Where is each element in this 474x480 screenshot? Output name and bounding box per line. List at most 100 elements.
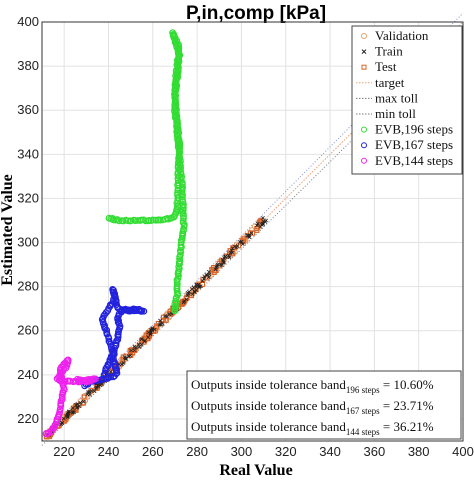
test-point	[81, 394, 87, 400]
evb-196-point	[180, 223, 188, 230]
legend-label: min toll	[375, 106, 416, 121]
evb-167-point	[100, 371, 108, 379]
evb-196-point	[179, 204, 187, 212]
train-point	[221, 259, 226, 263]
train-point	[72, 410, 76, 415]
legend-marker	[361, 33, 367, 39]
evb-196-point	[131, 217, 139, 224]
train-point	[150, 327, 155, 331]
train-point	[81, 399, 86, 404]
train-point	[227, 253, 231, 258]
train-point	[192, 289, 197, 294]
evb-196-point	[171, 307, 179, 315]
tolerance-stat-line: Outputs inside tolerance band144 steps =…	[191, 419, 434, 437]
y-tick-label: 240	[17, 367, 39, 382]
legend-marker	[361, 49, 367, 54]
test-point	[209, 266, 215, 273]
test-point	[179, 301, 185, 307]
evb-196-point	[177, 162, 184, 170]
legend-marker	[361, 157, 367, 164]
train-point	[207, 272, 212, 277]
train-point	[200, 279, 205, 283]
evb-196-point	[180, 214, 187, 222]
y-tick-label: 220	[17, 411, 39, 426]
legend-label: EVB,196 steps	[375, 122, 453, 137]
legend-label: target	[375, 75, 405, 90]
evb-196-point	[180, 212, 187, 220]
evb-196-point	[179, 193, 186, 201]
y-tick-label: 280	[17, 279, 39, 294]
evb-196-point	[157, 216, 164, 224]
test-point	[160, 314, 166, 320]
evb-196-point	[152, 216, 160, 224]
train-point	[60, 420, 65, 425]
tick-labels: 220 240 260 280 300 320 340 360 380 400 220 240 260 2…	[17, 14, 474, 459]
train-point	[229, 248, 234, 253]
evb-196-point	[173, 128, 181, 136]
evb-196-point	[171, 35, 179, 43]
train-point	[219, 263, 224, 268]
train-point	[139, 337, 144, 341]
train-point	[261, 216, 265, 220]
legend-marker	[361, 64, 367, 70]
legend-label: EVB,144 steps	[375, 153, 453, 168]
evb-167-point	[135, 307, 142, 315]
legend-box	[351, 25, 463, 175]
train-point	[215, 262, 220, 267]
evb-196-point	[173, 132, 181, 140]
evb-167-point	[101, 325, 109, 332]
tolerance-stat-line: Outputs inside tolerance band167 steps =…	[191, 398, 434, 416]
y-tick-label: 300	[17, 235, 39, 250]
x-tick-label: 220	[53, 444, 75, 459]
x-tick-label: 400	[452, 444, 474, 459]
train-point	[95, 383, 100, 388]
evb-196-point	[175, 272, 182, 280]
evb-196-point	[177, 244, 185, 252]
train-point	[139, 342, 144, 347]
evb-196-point	[172, 209, 180, 217]
evb-196-point	[177, 166, 184, 174]
x-tick-label: 300	[231, 444, 253, 459]
train-point	[190, 292, 195, 296]
train-point	[223, 255, 228, 259]
tolerance-stat-line: Outputs inside tolerance band196 steps =…	[191, 377, 434, 395]
train-point	[181, 300, 186, 305]
x-tick-label: 260	[142, 444, 164, 459]
data-points	[42, 29, 268, 440]
train-point	[71, 406, 75, 410]
train-point	[142, 339, 147, 344]
train-point	[67, 409, 71, 414]
train-point	[64, 414, 69, 418]
train-point	[258, 225, 263, 229]
test-point	[239, 238, 245, 244]
evb-167-point	[107, 373, 115, 381]
train-point	[239, 239, 244, 244]
evb-144-point	[74, 375, 81, 383]
train-point	[108, 370, 113, 374]
evb-196-point	[175, 55, 183, 62]
evb-196-point	[178, 187, 186, 195]
evb-196-point	[178, 181, 186, 188]
tolerance-stats-box: Outputs inside tolerance band196 steps =…	[186, 370, 462, 440]
plot-frame	[41, 21, 464, 442]
train-point	[240, 242, 245, 247]
evb-167-point	[103, 326, 111, 334]
train-point	[78, 400, 83, 405]
x-tick-label: 360	[364, 444, 386, 459]
y-tick-label: 260	[17, 323, 39, 338]
evb-196-point	[127, 217, 135, 225]
train-point	[232, 244, 237, 249]
y-axis-label: Estimated Value	[0, 174, 16, 286]
legend-marker	[361, 142, 367, 149]
train-point	[255, 221, 260, 226]
train-point	[201, 276, 206, 281]
legend-label: Test	[375, 59, 397, 74]
train-point	[204, 272, 209, 277]
train-point	[59, 422, 64, 427]
train-point	[195, 283, 199, 288]
evb-196-point	[173, 37, 181, 45]
train-point	[132, 344, 137, 349]
y-tick-label: 320	[17, 190, 39, 205]
train-point	[146, 330, 151, 335]
